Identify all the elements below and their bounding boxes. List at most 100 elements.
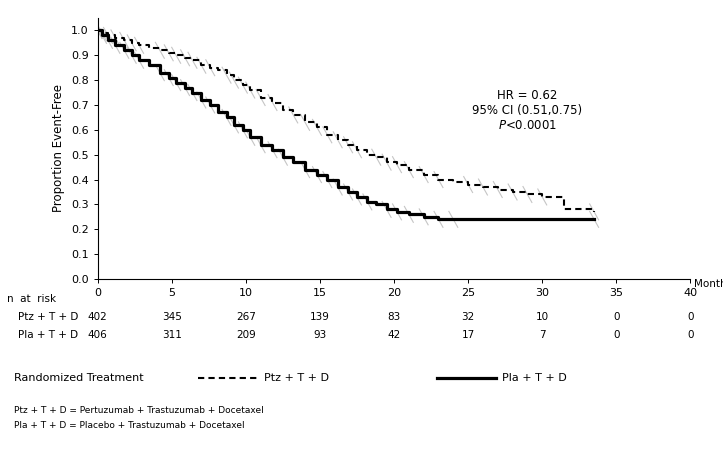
- Pla + T + D: [197, 97, 206, 103]
- Line: Ptz + T + D: Ptz + T + D: [98, 31, 594, 212]
- Pla + T + D: [343, 189, 352, 195]
- Pla + T + D: [172, 80, 181, 86]
- Ptz + T + D: [222, 72, 231, 78]
- Ptz + T + D: [464, 182, 473, 187]
- Text: 209: 209: [236, 330, 256, 340]
- Pla + T + D: [590, 216, 599, 222]
- Ptz + T + D: [353, 147, 362, 153]
- Text: 7: 7: [539, 330, 546, 340]
- Pla + T + D: [434, 216, 442, 222]
- Ptz + T + D: [145, 45, 154, 50]
- Pla + T + D: [257, 142, 265, 148]
- Ptz + T + D: [538, 194, 547, 200]
- Ptz + T + D: [560, 207, 569, 212]
- Ptz + T + D: [257, 95, 265, 100]
- Pla + T + D: [145, 63, 154, 68]
- Text: 10: 10: [536, 312, 549, 322]
- Pla + T + D: [323, 177, 332, 182]
- Pla + T + D: [419, 214, 428, 220]
- Ptz + T + D: [93, 28, 102, 33]
- Pla + T + D: [382, 207, 391, 212]
- Ptz + T + D: [111, 35, 120, 40]
- Text: Randomized Treatment: Randomized Treatment: [14, 373, 144, 383]
- Text: Ptz + T + D: Ptz + T + D: [18, 312, 79, 322]
- Ptz + T + D: [230, 77, 239, 83]
- Pla + T + D: [103, 38, 112, 43]
- Ptz + T + D: [239, 82, 247, 88]
- Ptz + T + D: [127, 40, 136, 45]
- Ptz + T + D: [372, 154, 380, 160]
- Ptz + T + D: [172, 53, 181, 58]
- Text: Ptz + T + D = Pertuzumab + Trastuzumab + Docetaxel: Ptz + T + D = Pertuzumab + Trastuzumab +…: [14, 406, 264, 415]
- Ptz + T + D: [134, 43, 143, 48]
- Ptz + T + D: [188, 58, 197, 63]
- Pla + T + D: [120, 48, 129, 53]
- Pla + T + D: [239, 127, 247, 133]
- Ptz + T + D: [405, 167, 414, 172]
- Pla + T + D: [155, 70, 164, 76]
- Pla + T + D: [230, 122, 239, 128]
- Pla + T + D: [449, 216, 458, 222]
- Pla + T + D: [372, 202, 380, 207]
- Ptz + T + D: [523, 192, 532, 197]
- Ptz + T + D: [213, 68, 222, 73]
- Text: Month: Month: [694, 279, 723, 289]
- Line: Pla + T + D: Pla + T + D: [98, 31, 594, 219]
- Text: 0: 0: [613, 312, 620, 322]
- Pla + T + D: [333, 184, 342, 190]
- Ptz + T + D: [434, 177, 442, 182]
- Text: 139: 139: [310, 312, 330, 322]
- Text: 0: 0: [613, 330, 620, 340]
- Pla + T + D: [464, 216, 473, 222]
- Ptz + T + D: [120, 38, 129, 43]
- Text: 267: 267: [236, 312, 256, 322]
- Text: 406: 406: [87, 330, 108, 340]
- Ptz + T + D: [393, 162, 401, 167]
- Ptz + T + D: [323, 132, 332, 138]
- Text: 0: 0: [688, 312, 693, 322]
- Ptz + T + D: [301, 120, 309, 125]
- Pla + T + D: [363, 199, 372, 205]
- Ptz + T + D: [419, 172, 428, 177]
- Ptz + T + D: [155, 48, 164, 53]
- Text: 42: 42: [388, 330, 401, 340]
- Ptz + T + D: [312, 125, 321, 130]
- Ptz + T + D: [289, 112, 298, 117]
- Pla + T + D: [393, 209, 401, 215]
- Pla + T + D: [188, 90, 197, 95]
- Ptz + T + D: [449, 180, 458, 185]
- Pla + T + D: [278, 154, 287, 160]
- Ptz + T + D: [590, 209, 599, 215]
- Pla + T + D: [127, 53, 136, 58]
- Pla + T + D: [222, 115, 231, 120]
- Ptz + T + D: [493, 187, 502, 192]
- Ptz + T + D: [479, 184, 487, 190]
- Text: 83: 83: [388, 312, 401, 322]
- Text: Pla + T + D: Pla + T + D: [502, 373, 568, 383]
- Pla + T + D: [268, 147, 277, 153]
- Pla + T + D: [246, 135, 254, 140]
- Pla + T + D: [301, 167, 309, 172]
- Text: 345: 345: [162, 312, 181, 322]
- Ptz + T + D: [246, 87, 254, 93]
- Pla + T + D: [98, 33, 106, 38]
- Ptz + T + D: [278, 107, 287, 112]
- Text: 0: 0: [688, 330, 693, 340]
- Text: 17: 17: [461, 330, 475, 340]
- Ptz + T + D: [343, 142, 352, 148]
- Pla + T + D: [353, 194, 362, 200]
- Ptz + T + D: [333, 137, 342, 143]
- Ptz + T + D: [103, 33, 112, 38]
- Ptz + T + D: [508, 189, 517, 195]
- Pla + T + D: [405, 212, 414, 217]
- Text: HR = 0.62
95% CI (0.51,0.75): HR = 0.62 95% CI (0.51,0.75): [472, 90, 583, 117]
- Text: 402: 402: [87, 312, 108, 322]
- Ptz + T + D: [206, 65, 215, 70]
- Pla + T + D: [164, 75, 173, 81]
- Pla + T + D: [213, 110, 222, 115]
- Text: Ptz + T + D: Ptz + T + D: [264, 373, 329, 383]
- Pla + T + D: [111, 43, 120, 48]
- Text: Pla + T + D = Placebo + Trastuzumab + Docetaxel: Pla + T + D = Placebo + Trastuzumab + Do…: [14, 421, 245, 430]
- Pla + T + D: [181, 85, 189, 90]
- Ptz + T + D: [181, 55, 189, 60]
